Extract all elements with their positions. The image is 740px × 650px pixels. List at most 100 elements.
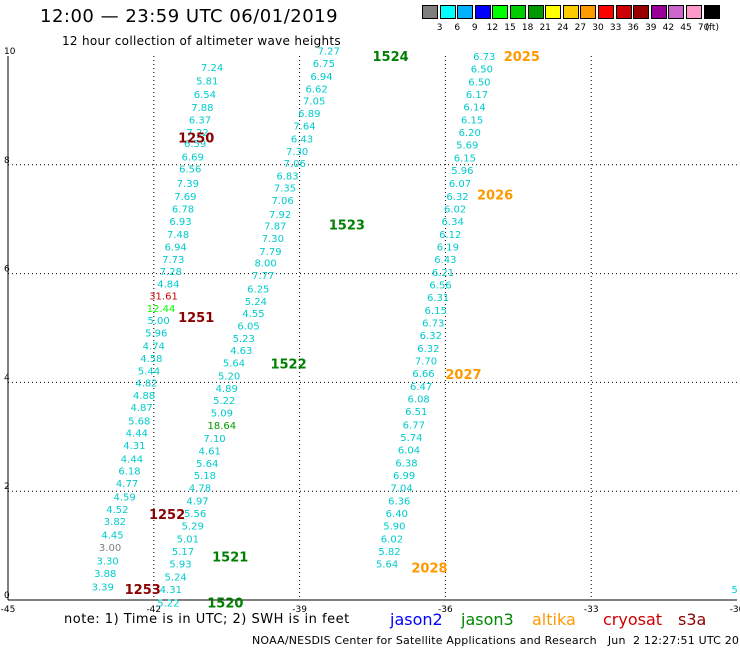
wave-height-value: 5.29 — [182, 521, 204, 532]
wave-height-value: 12.44 — [147, 304, 176, 315]
y-tick-label: 4 — [4, 373, 10, 383]
x-tick-label: -33 — [584, 605, 599, 615]
colorbar-label: 39 — [645, 23, 657, 33]
track-time-label: 1251 — [178, 311, 214, 326]
wave-height-value: 6.73 — [422, 319, 444, 330]
wave-height-value: 5.90 — [383, 521, 405, 532]
wave-height-value: 5.00 — [148, 316, 170, 327]
wave-height-value: 4.52 — [106, 505, 128, 516]
units-note: note: 1) Time is in UTC; 2) SWH is in fe… — [64, 612, 350, 627]
wave-height-value: 7.04 — [391, 483, 413, 494]
track-time-label: 1524 — [373, 50, 409, 65]
colorbar-bin — [457, 5, 474, 19]
colorbar-bin — [510, 5, 526, 19]
x-tick-label: -30 — [730, 605, 740, 615]
wave-height-value: 6.05 — [237, 321, 259, 332]
wave-height-value: 6.59 — [184, 139, 206, 150]
colorbar-label: 6 — [454, 23, 461, 33]
wave-height-value: 6.07 — [449, 179, 471, 190]
wave-height-value: 4.77 — [116, 479, 138, 490]
wave-height-value: 4.59 — [114, 493, 136, 504]
wave-height-value: 4.44 — [126, 428, 148, 439]
wave-height-value: 6.78 — [172, 204, 194, 215]
wave-height-value: 6.50 — [468, 78, 490, 89]
wave-height-value: 6.25 — [247, 284, 269, 295]
track-time-label: 1250 — [178, 132, 214, 147]
legend-altika: altika — [532, 610, 576, 629]
colorbar-label: 24 — [557, 23, 569, 33]
wave-height-value: 3.39 — [92, 582, 114, 593]
wave-height-value: 6.40 — [386, 509, 408, 520]
colorbar-bin — [615, 5, 632, 19]
colorbar-label: 70 — [697, 23, 710, 33]
wave-height-value: 6.32 — [446, 192, 468, 203]
wave-height-value: 5.56 — [184, 509, 206, 520]
track-time-label: 1252 — [149, 508, 185, 523]
wave-height-value: 5 — [731, 585, 737, 596]
y-tick-label: 8 — [4, 156, 10, 166]
wave-height-value: 6.21 — [432, 268, 454, 279]
wave-height-value: 5.18 — [194, 471, 216, 482]
track-time-label: 1520 — [207, 597, 243, 612]
y-tick-label: 2 — [4, 482, 10, 492]
wave-height-value: 6.15 — [425, 306, 447, 317]
wave-height-value: 3.00 — [99, 543, 121, 554]
wave-height-value: 7.10 — [203, 434, 225, 445]
wave-height-value: 5.20 — [218, 371, 240, 382]
wave-height-value: 7.92 — [269, 210, 291, 221]
colorbar-bin — [527, 5, 544, 19]
y-tick-label: 10 — [4, 47, 16, 57]
wave-height-value: 7.30 — [286, 147, 308, 158]
colorbar-bin — [562, 5, 579, 19]
wave-height-value: 7.70 — [415, 357, 437, 368]
wave-height-value: 6.43 — [434, 255, 456, 266]
wave-height-value: 6.54 — [194, 90, 216, 101]
wave-height-value: 5.81 — [196, 76, 218, 87]
wave-height-value: 6.73 — [473, 52, 495, 63]
wave-height-value: 6.31 — [427, 293, 449, 304]
wave-height-value: 5.93 — [169, 560, 191, 571]
wave-height-value: 5.82 — [378, 547, 400, 558]
track-time-label: 1522 — [270, 357, 306, 372]
wave-height-value: 5.09 — [211, 408, 233, 419]
wave-height-value: 6.14 — [463, 103, 485, 114]
wave-height-value: 5.22 — [157, 599, 179, 610]
wave-height-value: 6.83 — [276, 172, 298, 183]
wave-height-value: 5.24 — [245, 297, 267, 308]
colorbar-label: 9 — [471, 23, 478, 33]
wave-height-value: 6.94 — [165, 242, 187, 253]
colorbar-bin — [474, 5, 491, 19]
y-tick-label: 0 — [4, 591, 10, 601]
wave-height-value: 5.23 — [233, 334, 255, 345]
wave-height-value: 6.36 — [388, 496, 410, 507]
wave-height-value: 4.55 — [242, 309, 264, 320]
wave-height-value: 6.15 — [461, 116, 483, 127]
legend-s3a: s3a — [678, 610, 707, 629]
wave-height-value: 18.64 — [208, 421, 237, 432]
wave-height-value: 5.96 — [451, 166, 473, 177]
colorbar-bin — [439, 5, 456, 19]
wave-height-value: 4.31 — [123, 441, 145, 452]
wave-height-value: 6.99 — [393, 471, 415, 482]
wave-height-value: 5.69 — [456, 141, 478, 152]
wave-height-value: 6.32 — [420, 331, 442, 342]
track-time-label: 2028 — [411, 561, 447, 576]
wave-height-value: 6.02 — [381, 535, 403, 546]
wave-height-value: 6.02 — [444, 204, 466, 215]
wave-height-value: 6.56 — [429, 280, 451, 291]
wave-height-value: 8.00 — [254, 259, 276, 270]
wave-height-value: 6.20 — [459, 128, 481, 139]
colorbar-bin — [580, 5, 597, 19]
wave-height-value: 7.73 — [162, 255, 184, 266]
colorbar-bin — [633, 5, 650, 19]
wave-height-value: 3.82 — [104, 517, 126, 528]
wave-height-value: 6.18 — [118, 467, 140, 478]
wave-height-value: 4.97 — [186, 496, 208, 507]
wave-height-value: 4.61 — [199, 446, 221, 457]
wave-height-value: 6.66 — [412, 369, 434, 380]
wave-height-value: 7.06 — [271, 196, 293, 207]
colorbar-bin — [422, 5, 438, 19]
colorbar-label: 33 — [609, 23, 622, 33]
wave-height-value: 5.01 — [177, 535, 199, 546]
